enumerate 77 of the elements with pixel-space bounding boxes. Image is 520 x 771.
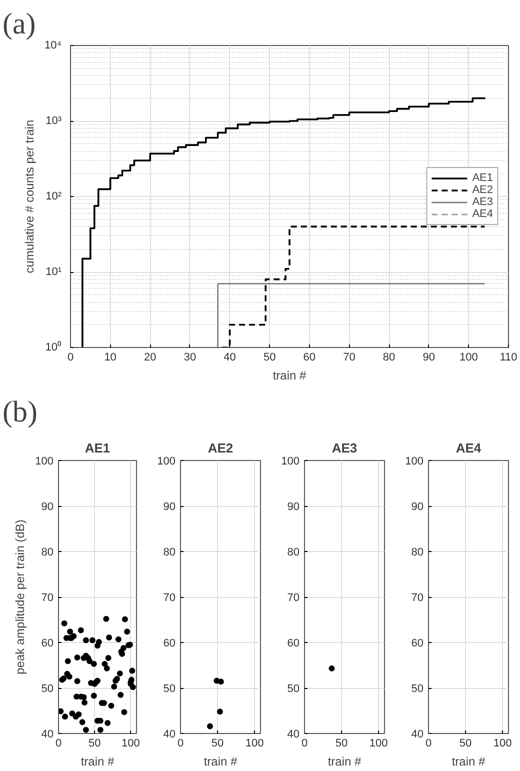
x-tick-label: 0 [301,738,308,750]
y-tick-label: 10³ [46,115,62,127]
y-tick-label: 100 [281,456,300,468]
y-tick-label: 50 [41,683,54,695]
y-tick-label: 70 [163,592,176,604]
y-tick-label: 80 [41,546,54,558]
x-tick-label: 20 [144,352,156,364]
y-tick-label: 90 [163,501,176,513]
x-tick-label: 10 [104,352,116,364]
y-tick-label: 60 [41,638,54,650]
chart-title: AE3 [332,440,358,456]
y-tick-label: 10⁴ [44,40,62,52]
y-tick-label: 100 [157,456,176,468]
chart-title: AE4 [456,440,482,456]
x-tick-label: 40 [224,352,236,364]
x-tick-label: 110 [500,352,518,364]
y-tick-label: 70 [41,592,54,604]
legend-label: AE3 [472,196,493,208]
x-tick-label: 90 [422,352,435,364]
x-axis-title: train # [272,368,306,382]
x-tick-label: 50 [211,738,224,750]
x-tick-label: 50 [335,738,348,750]
y-tick-label: 50 [163,683,176,695]
y-tick-label: 70 [287,592,300,604]
y-tick-label: 60 [163,638,176,650]
x-tick-label: 80 [382,352,396,364]
y-tick-label: 90 [41,501,54,513]
y-tick-label: 10⁰ [45,340,62,354]
text: (a) [2,8,36,40]
y-tick-label: 40 [287,728,300,740]
text: (b) [2,396,38,428]
x-tick-label: 50 [459,738,472,750]
point [216,708,223,715]
x-tick-label: 100 [493,738,512,750]
legend-label: AE4 [472,208,493,220]
x-tick-label: 50 [263,352,276,364]
x-tick-label: 70 [343,352,356,364]
x-tick-label: 0 [55,738,62,750]
y-tick-label: 60 [411,638,424,650]
x-axis-title: train # [80,754,114,768]
x-axis-title: train # [204,754,238,768]
legend-label: AE2 [472,184,493,196]
chart-title: AE1 [84,440,110,456]
y-tick-label: 10¹ [46,266,62,278]
point [206,723,213,730]
x-tick-label: 0 [425,738,432,750]
y-tick-label: 60 [287,638,300,650]
y-tick-label: 90 [287,501,300,513]
chart-title: AE2 [208,440,234,456]
y-tick-label: 50 [287,683,300,695]
y-tick-label: 70 [411,592,424,604]
x-tick-label: 100 [369,738,388,750]
x-tick-label: 60 [303,352,316,364]
y-tick-label: 40 [163,728,176,740]
y-tick-label: 10² [46,190,62,202]
x-tick-label: 100 [122,738,140,750]
x-tick-label: 100 [460,352,478,364]
point [218,678,224,685]
legend-label: AE1 [472,172,493,184]
y-tick-label: 50 [411,683,424,695]
y-axis-title: peak amplitude per train (dB) [13,520,28,674]
y-tick-label: 40 [411,728,424,740]
y-tick-label: 100 [405,456,424,468]
y-tick-label: 80 [287,546,300,558]
x-tick-label: 30 [184,352,196,364]
x-tick-label: 0 [67,352,74,364]
x-tick-label: 0 [177,738,184,750]
x-tick-label: 50 [88,738,101,750]
x-tick-label: 100 [245,738,264,750]
y-axis-title: cumulative # counts per train [22,120,37,274]
y-tick-label: 80 [411,546,424,558]
y-tick-label: 80 [163,546,176,558]
x-axis-title: train # [452,754,486,768]
y-tick-label: 90 [411,501,424,513]
y-tick-label: 100 [35,456,54,468]
y-tick-label: 40 [41,728,54,740]
x-axis-title: train # [328,754,362,768]
